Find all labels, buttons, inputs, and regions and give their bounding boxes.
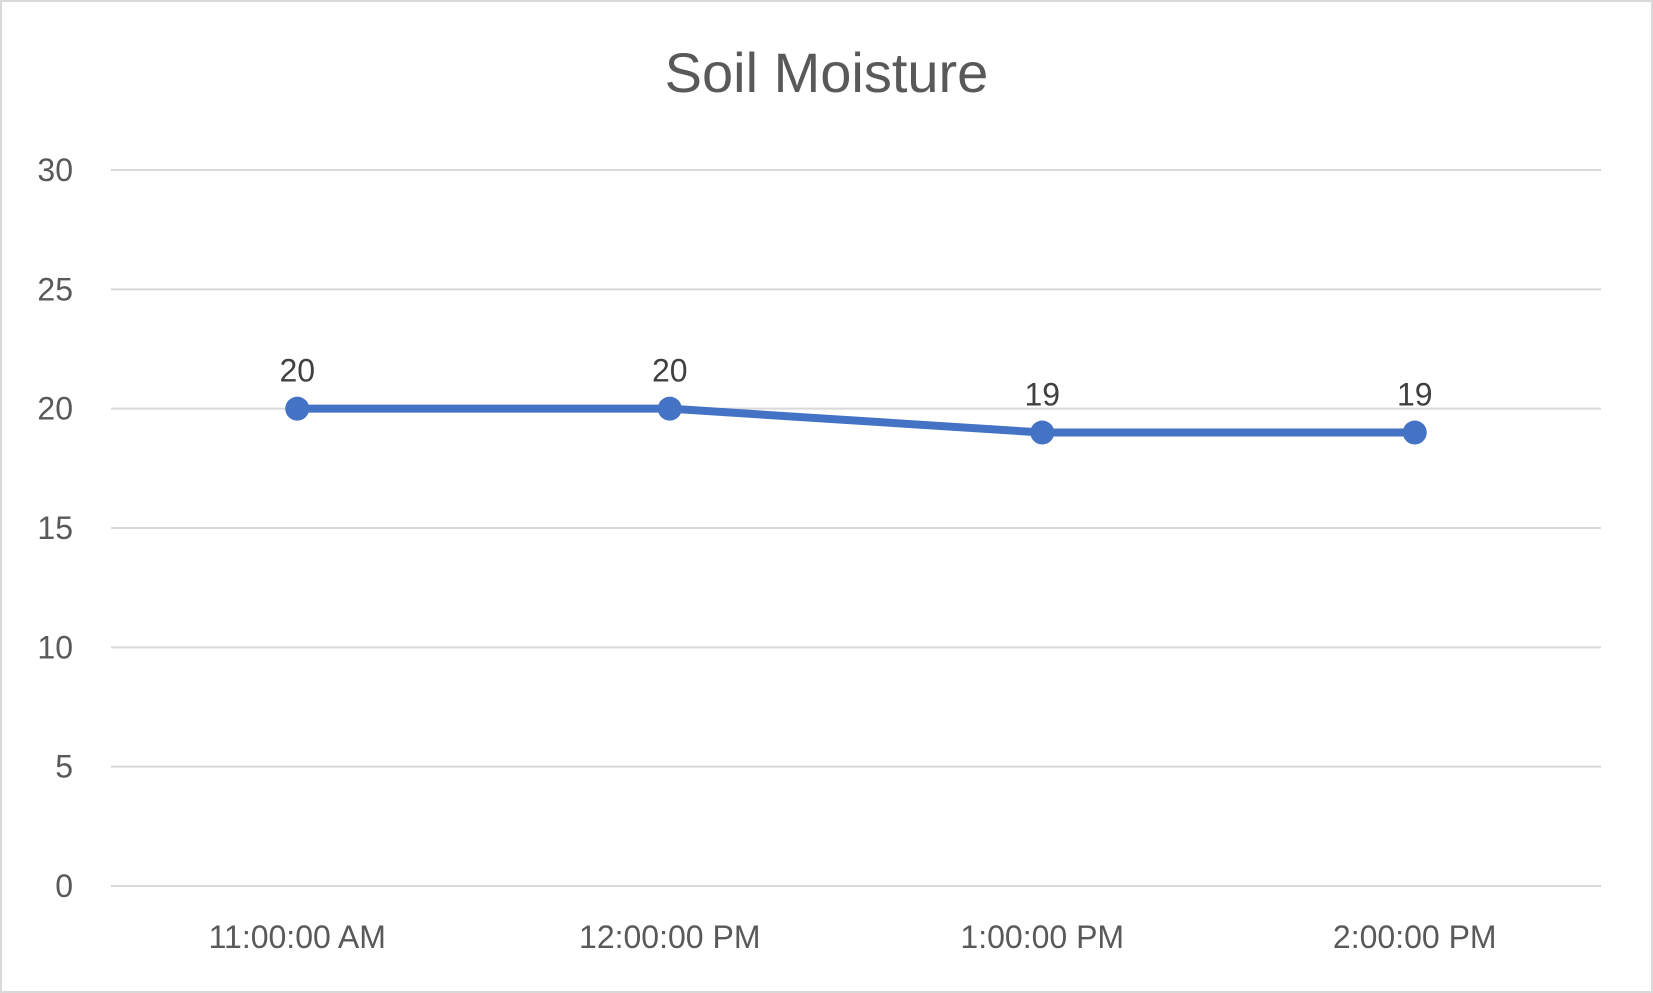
y-tick-label: 0	[55, 868, 73, 904]
x-tick-label: 12:00:00 PM	[579, 919, 760, 955]
series-layer	[285, 396, 1427, 445]
data-labels: 20 20 19 19	[279, 353, 1432, 413]
data-label: 19	[1397, 377, 1433, 413]
data-label: 20	[279, 353, 315, 389]
data-point	[1030, 420, 1055, 445]
series-line	[293, 404, 1419, 437]
x-tick-label: 1:00:00 PM	[960, 919, 1124, 955]
gridlines	[111, 169, 1601, 887]
y-tick-label: 30	[37, 152, 73, 188]
y-tick-label: 15	[37, 510, 73, 546]
y-tick-label: 25	[37, 271, 73, 307]
x-tick-label: 11:00:00 AM	[209, 919, 386, 955]
y-axis-tick-labels: 0 5 10 15 20 25 30	[37, 152, 73, 904]
data-point	[1402, 420, 1427, 445]
x-tick-label: 2:00:00 PM	[1333, 919, 1497, 955]
y-tick-label: 20	[37, 391, 73, 427]
y-tick-label: 10	[37, 629, 73, 665]
data-point	[285, 396, 310, 421]
chart-title: Soil Moisture	[664, 41, 989, 104]
data-label: 20	[652, 353, 688, 389]
y-tick-label: 5	[55, 749, 73, 785]
data-point	[657, 396, 682, 421]
data-label: 19	[1024, 377, 1060, 413]
x-axis-tick-labels: 11:00:00 AM 12:00:00 PM 1:00:00 PM 2:00:00 …	[209, 919, 1497, 955]
